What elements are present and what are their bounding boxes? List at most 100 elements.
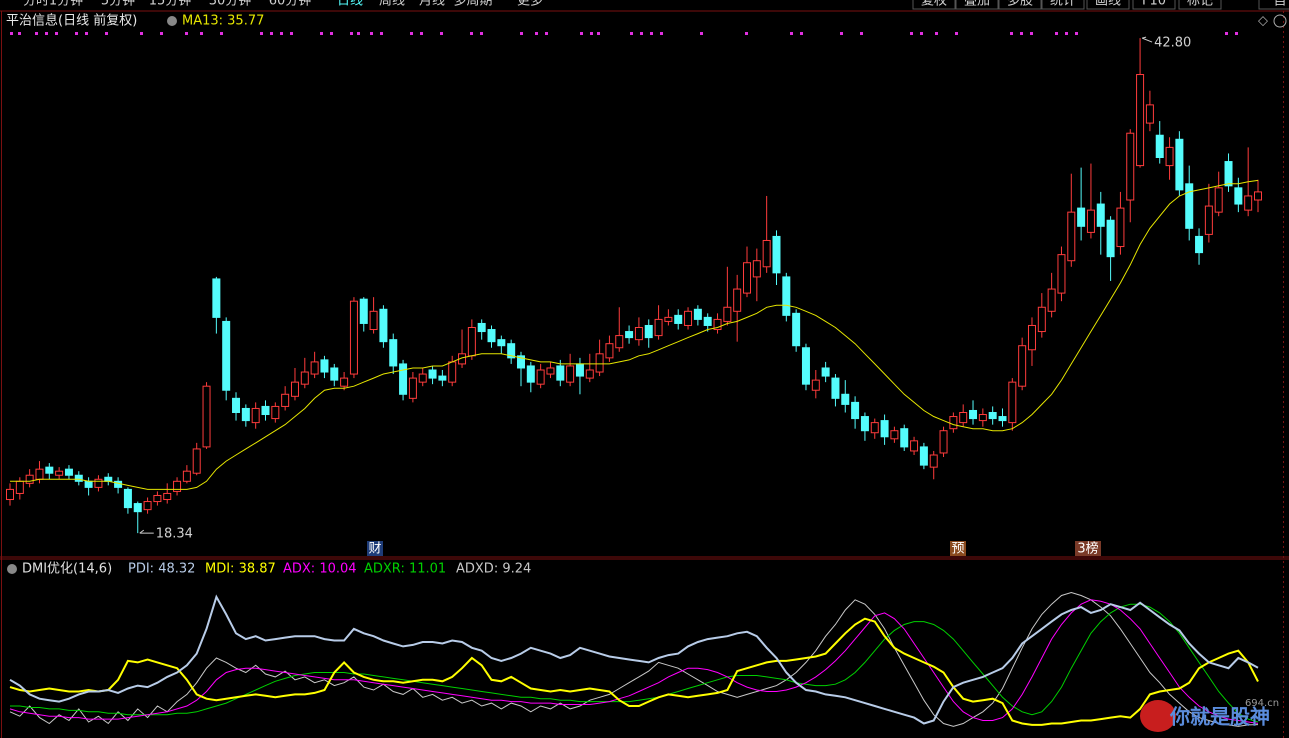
- watermark-logo: [1140, 700, 1176, 732]
- toolbar-tab[interactable]: 60分钟: [269, 0, 312, 9]
- annotation-pointer: [139, 529, 154, 534]
- toolbar-tab[interactable]: 周线: [379, 0, 405, 9]
- legend-entry: ADXD: 9.24: [456, 562, 531, 577]
- candle-body: [919, 446, 928, 466]
- ma-label: MA13: 35.77: [182, 14, 264, 29]
- candle-body: [693, 308, 702, 320]
- legend-entry: ADXR: 11.01: [364, 562, 446, 577]
- toolbar-button-label[interactable]: F10: [1142, 0, 1166, 9]
- toolbar-tab[interactable]: 月线: [419, 0, 445, 9]
- candle-body: [1165, 146, 1174, 167]
- toolbar-button-label[interactable]: 标记: [1187, 0, 1213, 9]
- signal-dot: [55, 32, 58, 35]
- signal-dot: [1235, 32, 1238, 35]
- signal-dot: [370, 32, 373, 35]
- candle-body: [241, 407, 250, 422]
- candle-body: [792, 312, 801, 347]
- candle-body: [723, 306, 732, 322]
- toolbar-tab[interactable]: 30分钟: [209, 0, 252, 9]
- signal-dot: [45, 32, 48, 35]
- toolbar-tab[interactable]: 日线: [337, 0, 363, 9]
- candle-body: [143, 501, 152, 511]
- settings-icon[interactable]: [7, 564, 17, 574]
- annotation: 42.80: [1154, 36, 1191, 51]
- candle-body: [1204, 205, 1213, 235]
- signal-dot: [160, 32, 163, 35]
- candle-body: [1077, 207, 1086, 227]
- toolbar-tab[interactable]: 5分钟: [101, 0, 135, 9]
- event-badge[interactable]: [1075, 541, 1101, 556]
- signal-row: [10, 32, 1238, 35]
- signal-dot: [545, 32, 548, 35]
- candle-body: [762, 239, 771, 268]
- signal-dot: [640, 32, 643, 35]
- candle-body: [477, 322, 486, 333]
- candle-body: [25, 474, 34, 484]
- toolbar-tab[interactable]: 1分钟: [49, 0, 83, 9]
- signal-dot: [590, 32, 593, 35]
- candle-body: [1057, 254, 1066, 294]
- signal-dot: [1010, 32, 1013, 35]
- signal-dot: [85, 32, 88, 35]
- toolbar-tab[interactable]: 更多: [517, 0, 543, 9]
- candle-body: [173, 480, 182, 492]
- candle-body: [359, 298, 368, 324]
- candle-body: [536, 369, 545, 385]
- toolbar-button[interactable]: [955, 0, 999, 10]
- toolbar-button[interactable]: [1258, 0, 1289, 10]
- candle-body: [114, 480, 123, 488]
- candle-body: [752, 260, 761, 278]
- event-badge[interactable]: [367, 541, 383, 556]
- candle-body: [870, 422, 879, 434]
- signal-dot: [220, 32, 223, 35]
- toolbar-button-label[interactable]: 自: [1273, 0, 1286, 9]
- candle-body: [634, 327, 643, 341]
- candle-body: [605, 343, 614, 359]
- toolbar-button[interactable]: [998, 0, 1042, 10]
- toolbar-button[interactable]: [1178, 0, 1222, 10]
- signal-dot: [200, 32, 203, 35]
- signal-dot: [470, 32, 473, 35]
- candle-body: [1027, 324, 1036, 351]
- signal-dot: [140, 32, 143, 35]
- candle-body: [94, 478, 103, 488]
- signal-dot: [320, 32, 323, 35]
- candle-body: [978, 414, 987, 422]
- candle-body: [418, 373, 427, 383]
- signal-dot: [955, 32, 958, 35]
- toolbar-button-label[interactable]: 画线: [1095, 0, 1121, 9]
- settings-icon[interactable]: [167, 16, 177, 26]
- signal-dot: [1075, 32, 1078, 35]
- toolbar-button[interactable]: [1132, 0, 1176, 10]
- candle-body: [1244, 195, 1253, 211]
- toolbar-button-label[interactable]: 叠加: [964, 0, 990, 9]
- candle-body: [1096, 203, 1105, 227]
- candle-body: [1234, 187, 1243, 205]
- diamond-icon[interactable]: ◇: [1258, 14, 1268, 29]
- event-label[interactable]: 预: [951, 542, 964, 557]
- candle-body: [674, 314, 683, 324]
- signal-dot: [18, 32, 21, 35]
- target-icon[interactable]: [1273, 14, 1287, 28]
- toolbar-button-label[interactable]: 多股: [1007, 0, 1033, 9]
- candle-body: [831, 377, 840, 399]
- candle-body: [939, 430, 948, 454]
- signal-dot: [535, 32, 538, 35]
- toolbar-button-label[interactable]: 复权: [921, 0, 947, 9]
- signal-dot: [380, 32, 383, 35]
- toolbar-button[interactable]: [1086, 0, 1130, 10]
- event-badge[interactable]: [950, 541, 966, 556]
- toolbar-tab[interactable]: 分时: [23, 0, 49, 9]
- signal-dot: [290, 32, 293, 35]
- event-label[interactable]: 财: [368, 542, 381, 557]
- legend-entry: MDI: 38.87: [205, 562, 276, 577]
- toolbar-button[interactable]: [1041, 0, 1085, 10]
- toolbar-tab[interactable]: 多周期: [453, 0, 492, 9]
- toolbar-tab[interactable]: 15分钟: [149, 0, 192, 9]
- candle-body: [1145, 104, 1154, 124]
- toolbar-button-label[interactable]: 统计: [1050, 0, 1076, 9]
- indicator-title: DMI优化(14,6): [22, 562, 112, 577]
- indicator-line: [9, 599, 1259, 724]
- event-label[interactable]: 3榜: [1077, 541, 1098, 557]
- toolbar-button[interactable]: [912, 0, 956, 10]
